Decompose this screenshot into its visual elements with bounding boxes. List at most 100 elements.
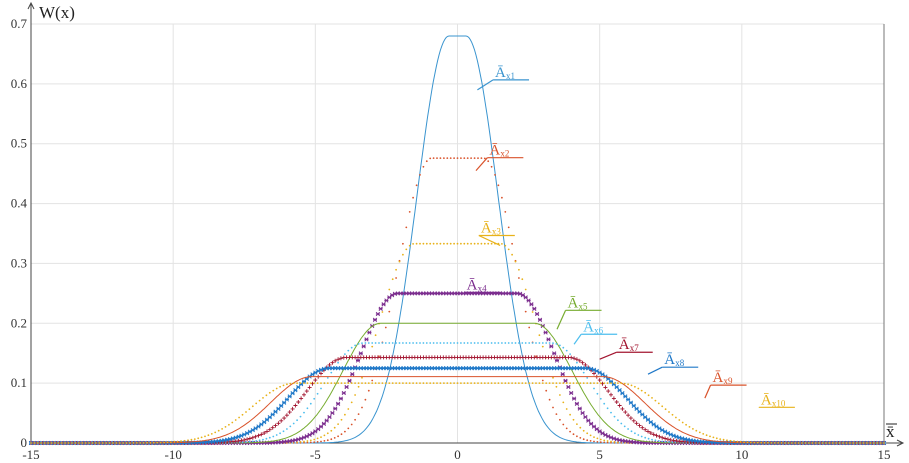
data-point xyxy=(549,344,554,349)
data-point xyxy=(521,278,524,281)
data-point xyxy=(526,298,531,303)
data-point xyxy=(313,382,316,384)
x-tick-label: 0 xyxy=(454,447,461,462)
data-point xyxy=(323,440,326,442)
data-point xyxy=(446,342,449,344)
data-point xyxy=(436,242,438,245)
data-point xyxy=(429,157,432,160)
data-point xyxy=(112,442,114,444)
data-point xyxy=(579,382,582,384)
data-point xyxy=(668,441,670,443)
data-point xyxy=(231,421,234,424)
data-point xyxy=(583,362,588,367)
data-point xyxy=(613,415,616,418)
y-tick-label: 0.5 xyxy=(11,136,27,151)
data-point xyxy=(306,440,309,442)
data-point xyxy=(313,397,316,400)
data-point xyxy=(617,419,619,422)
data-point xyxy=(307,385,312,390)
tick-labels: -15 -10 -5 0 5 10 15 0 0.1 0.2 0.3 0.4 0.5 0.6 0.7 xyxy=(11,16,891,462)
leader-line xyxy=(477,79,494,91)
data-point xyxy=(309,439,312,442)
data-point xyxy=(630,384,633,387)
data-point xyxy=(347,378,352,383)
data-point xyxy=(436,382,438,384)
data-point xyxy=(647,437,650,440)
data-point xyxy=(371,379,374,382)
data-point xyxy=(371,382,374,384)
data-point xyxy=(729,439,732,442)
data-point xyxy=(309,402,312,405)
data-point xyxy=(64,442,66,444)
data-point xyxy=(239,438,244,443)
data-point xyxy=(592,371,596,376)
data-point xyxy=(599,397,602,400)
data-point xyxy=(402,242,404,245)
data-point xyxy=(142,442,145,444)
data-point xyxy=(299,415,302,418)
series-label-text: Ā xyxy=(761,392,772,408)
data-point xyxy=(627,428,629,430)
data-point xyxy=(350,423,353,426)
data-point xyxy=(599,438,602,441)
data-point xyxy=(675,416,677,419)
series-8 xyxy=(28,366,887,446)
grid xyxy=(30,23,885,444)
data-point xyxy=(456,342,459,344)
data-point xyxy=(422,342,425,344)
data-point xyxy=(548,398,551,401)
data-point xyxy=(562,423,565,426)
data-point xyxy=(599,441,602,444)
data-point xyxy=(883,442,885,444)
data-point xyxy=(303,440,305,443)
data-point xyxy=(600,372,605,377)
data-point xyxy=(490,342,493,344)
data-point xyxy=(439,157,442,160)
data-point xyxy=(259,432,264,437)
data-point xyxy=(350,346,353,349)
data-point xyxy=(828,442,831,444)
data-point xyxy=(606,389,611,394)
data-point xyxy=(524,342,527,344)
data-point xyxy=(528,342,531,344)
data-point xyxy=(422,242,425,245)
data-point xyxy=(364,337,369,342)
data-point xyxy=(507,226,510,229)
data-point xyxy=(466,342,469,344)
data-point xyxy=(354,394,356,396)
data-point xyxy=(296,382,298,384)
y-tick-label: 0.7 xyxy=(11,16,28,31)
data-point xyxy=(262,431,267,435)
data-point xyxy=(350,382,353,384)
data-point xyxy=(545,342,548,344)
data-point xyxy=(511,242,513,245)
data-point xyxy=(250,435,255,440)
data-point xyxy=(627,383,629,386)
data-point xyxy=(381,311,384,313)
data-point xyxy=(719,438,722,440)
data-point xyxy=(460,342,462,344)
data-point xyxy=(651,438,653,441)
data-point xyxy=(439,342,442,344)
data-point xyxy=(760,441,763,444)
data-point xyxy=(582,438,585,441)
data-point xyxy=(541,379,544,382)
data-point xyxy=(763,441,766,444)
data-point xyxy=(521,382,524,384)
data-point xyxy=(586,432,589,435)
series-label-text: Ā xyxy=(481,221,492,237)
data-point xyxy=(559,394,561,396)
data-point xyxy=(299,396,304,401)
data-point xyxy=(408,244,411,247)
data-point xyxy=(569,413,571,416)
data-point xyxy=(242,437,247,442)
data-point xyxy=(722,438,725,441)
data-point xyxy=(412,243,414,245)
data-point xyxy=(562,382,565,384)
data-point xyxy=(309,441,312,444)
data-point xyxy=(384,382,387,384)
data-point xyxy=(582,382,585,384)
data-point xyxy=(665,437,670,442)
